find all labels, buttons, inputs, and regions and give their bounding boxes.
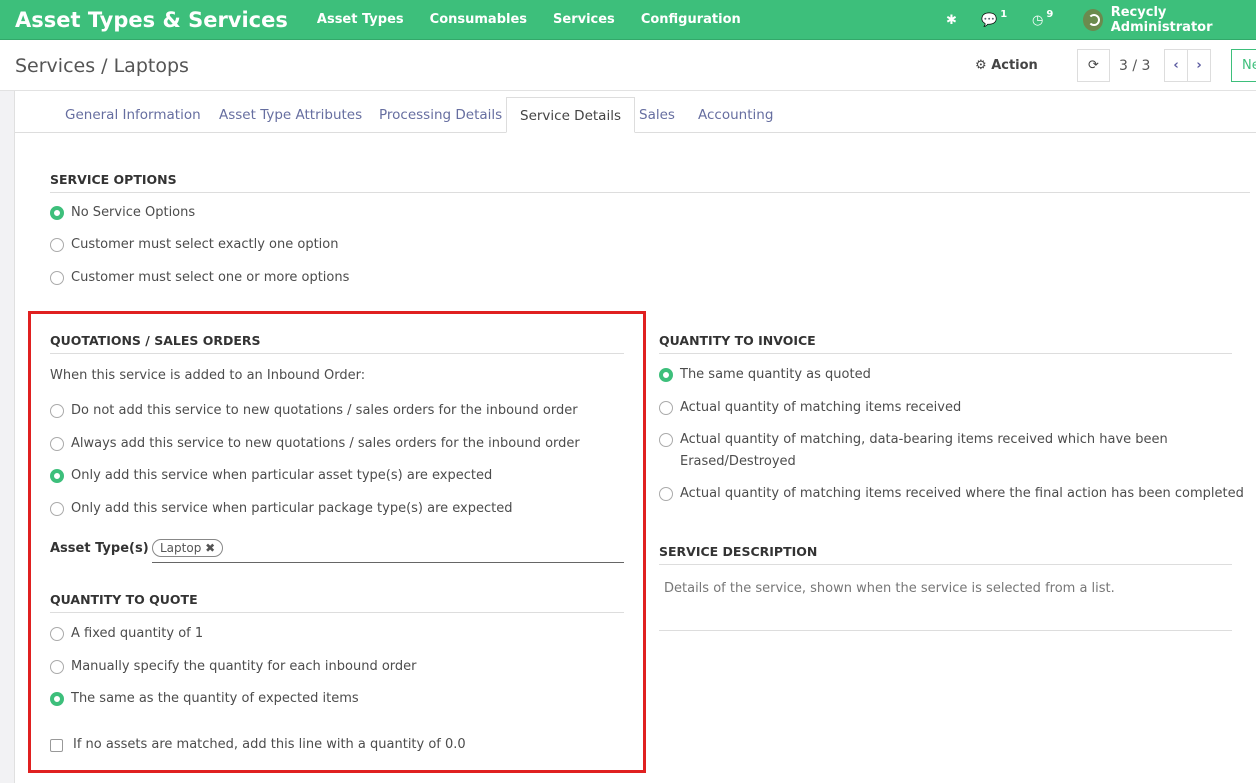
tab-service-details[interactable]: Service Details bbox=[506, 97, 635, 133]
radio-option[interactable]: Always add this service to new quotation… bbox=[50, 436, 580, 455]
radio-option[interactable]: Customer must select one or more options bbox=[50, 270, 349, 289]
radio-button[interactable] bbox=[50, 271, 64, 285]
remove-tag-icon[interactable]: ✖ bbox=[205, 541, 216, 555]
radio-button[interactable] bbox=[50, 206, 64, 220]
clock-icon: ◷ bbox=[1032, 12, 1044, 28]
radio-button[interactable] bbox=[50, 502, 64, 516]
radio-label: Actual quantity of matching, data-bearin… bbox=[680, 432, 1168, 469]
radio-label: Customer must select exactly one option bbox=[71, 237, 339, 252]
radio-label: Manually specify the quantity for each i… bbox=[71, 659, 417, 674]
gear-icon: ⚙ bbox=[975, 58, 992, 73]
activities-button[interactable]: ◷ 9 bbox=[1032, 0, 1053, 40]
no-assets-checkbox[interactable] bbox=[50, 739, 63, 752]
user-name: Recycly Administrator bbox=[1110, 5, 1213, 35]
service-description-heading: SERVICE DESCRIPTION bbox=[659, 544, 1232, 565]
refresh-button[interactable]: ⟳ bbox=[1077, 49, 1110, 82]
radio-option[interactable]: No Service Options bbox=[50, 205, 195, 224]
chevron-left-icon: ‹ bbox=[1173, 58, 1179, 73]
new-button[interactable]: Ne bbox=[1231, 49, 1256, 82]
asset-types-field[interactable]: Laptop ✖ bbox=[152, 539, 624, 563]
radio-button[interactable] bbox=[50, 627, 64, 641]
radio-option[interactable]: Manually specify the quantity for each i… bbox=[50, 659, 417, 678]
refresh-icon: ⟳ bbox=[1088, 58, 1099, 73]
radio-option[interactable]: The same as the quantity of expected ite… bbox=[50, 691, 359, 710]
radio-option[interactable]: Customer must select exactly one option bbox=[50, 237, 338, 256]
bug-icon[interactable]: ✱ bbox=[946, 12, 957, 28]
radio-option[interactable]: Actual quantity of matching items receiv… bbox=[659, 400, 961, 419]
radio-option[interactable]: Only add this service when particular pa… bbox=[50, 501, 513, 520]
chevron-right-icon: › bbox=[1196, 58, 1202, 73]
asset-types-label: Asset Type(s) bbox=[50, 541, 149, 556]
radio-label: A fixed quantity of 1 bbox=[71, 626, 204, 641]
radio-button[interactable] bbox=[659, 433, 673, 447]
radio-button[interactable] bbox=[50, 238, 64, 252]
menu-configuration[interactable]: Configuration bbox=[640, 12, 741, 27]
radio-button[interactable] bbox=[50, 404, 64, 418]
radio-label: Do not add this service to new quotation… bbox=[71, 403, 578, 418]
radio-label: Actual quantity of matching items receiv… bbox=[680, 400, 962, 415]
breadcrumb[interactable]: Services / Laptops bbox=[15, 55, 189, 77]
messages-count: 1 bbox=[1000, 8, 1008, 20]
radio-button[interactable] bbox=[659, 401, 673, 415]
radio-button[interactable] bbox=[659, 368, 673, 382]
menu-asset-types[interactable]: Asset Types bbox=[316, 12, 404, 27]
tab-processing-details[interactable]: Processing Details bbox=[379, 107, 503, 123]
app-title[interactable]: Asset Types & Services bbox=[15, 7, 288, 32]
tag-label: Laptop bbox=[160, 541, 202, 555]
radio-option[interactable]: Actual quantity of matching items receiv… bbox=[659, 486, 1244, 505]
quotations-heading: QUOTATIONS / SALES ORDERS bbox=[50, 333, 624, 354]
tab-bar: General Information Asset Type Attribute… bbox=[15, 97, 1256, 133]
next-button[interactable]: › bbox=[1187, 49, 1211, 82]
previous-button[interactable]: ‹ bbox=[1164, 49, 1188, 82]
quantity-to-invoice-heading: QUANTITY TO INVOICE bbox=[659, 333, 1232, 354]
radio-option[interactable]: Actual quantity of matching, data-bearin… bbox=[659, 432, 1168, 473]
radio-button[interactable] bbox=[659, 487, 673, 501]
radio-label: Customer must select one or more options bbox=[71, 270, 350, 285]
chat-icon: 💬 bbox=[981, 12, 998, 28]
quantity-to-quote-heading: QUANTITY TO QUOTE bbox=[50, 592, 624, 613]
asset-type-tag: Laptop ✖ bbox=[152, 539, 224, 557]
user-menu[interactable]: Recycly Administrator bbox=[1083, 0, 1256, 40]
radio-button[interactable] bbox=[50, 660, 64, 674]
highlight-box bbox=[28, 311, 646, 773]
avatar bbox=[1083, 9, 1103, 31]
activities-count: 9 bbox=[1046, 8, 1054, 20]
service-options-heading: SERVICE OPTIONS bbox=[50, 172, 1250, 193]
left-gutter bbox=[0, 91, 15, 783]
radio-label: Always add this service to new quotation… bbox=[71, 436, 580, 451]
tab-general-information[interactable]: General Information bbox=[65, 107, 201, 123]
quotations-intro: When this service is added to an Inbound… bbox=[50, 368, 366, 383]
radio-label: Only add this service when particular as… bbox=[71, 468, 493, 483]
tab-asset-type-attributes[interactable]: Asset Type Attributes bbox=[219, 107, 363, 123]
radio-button[interactable] bbox=[50, 469, 64, 483]
form-sheet: General Information Asset Type Attribute… bbox=[15, 91, 1256, 783]
radio-label: The same quantity as quoted bbox=[680, 367, 871, 382]
radio-option[interactable]: Only add this service when particular as… bbox=[50, 468, 492, 487]
menu-consumables[interactable]: Consumables bbox=[429, 12, 528, 27]
service-description-field[interactable]: Details of the service, shown when the s… bbox=[659, 573, 1232, 631]
checkbox-label: If no assets are matched, add this line … bbox=[73, 737, 466, 752]
radio-option[interactable]: A fixed quantity of 1 bbox=[50, 626, 203, 645]
tab-accounting[interactable]: Accounting bbox=[698, 107, 774, 123]
messages-button[interactable]: 💬 1 bbox=[981, 0, 1007, 40]
radio-option[interactable]: Do not add this service to new quotation… bbox=[50, 403, 578, 422]
pager-value: 3 / 3 bbox=[1119, 58, 1151, 74]
radio-option[interactable]: The same quantity as quoted bbox=[659, 367, 871, 386]
top-navbar: Asset Types & Services Asset Types Consu… bbox=[0, 0, 1256, 40]
radio-label: The same as the quantity of expected ite… bbox=[71, 691, 359, 706]
radio-button[interactable] bbox=[50, 437, 64, 451]
action-button[interactable]: ⚙ Action bbox=[975, 58, 1038, 73]
radio-label: No Service Options bbox=[71, 205, 196, 220]
control-panel: Services / Laptops ⚙ Action ⟳ 3 / 3 ‹ › … bbox=[0, 41, 1256, 91]
no-assets-checkbox-row[interactable]: If no assets are matched, add this line … bbox=[50, 737, 466, 752]
tab-sales[interactable]: Sales bbox=[639, 107, 675, 123]
radio-button[interactable] bbox=[50, 692, 64, 706]
radio-label: Actual quantity of matching items receiv… bbox=[680, 486, 1244, 501]
radio-label: Only add this service when particular pa… bbox=[71, 501, 513, 516]
menu-services[interactable]: Services bbox=[553, 12, 615, 27]
